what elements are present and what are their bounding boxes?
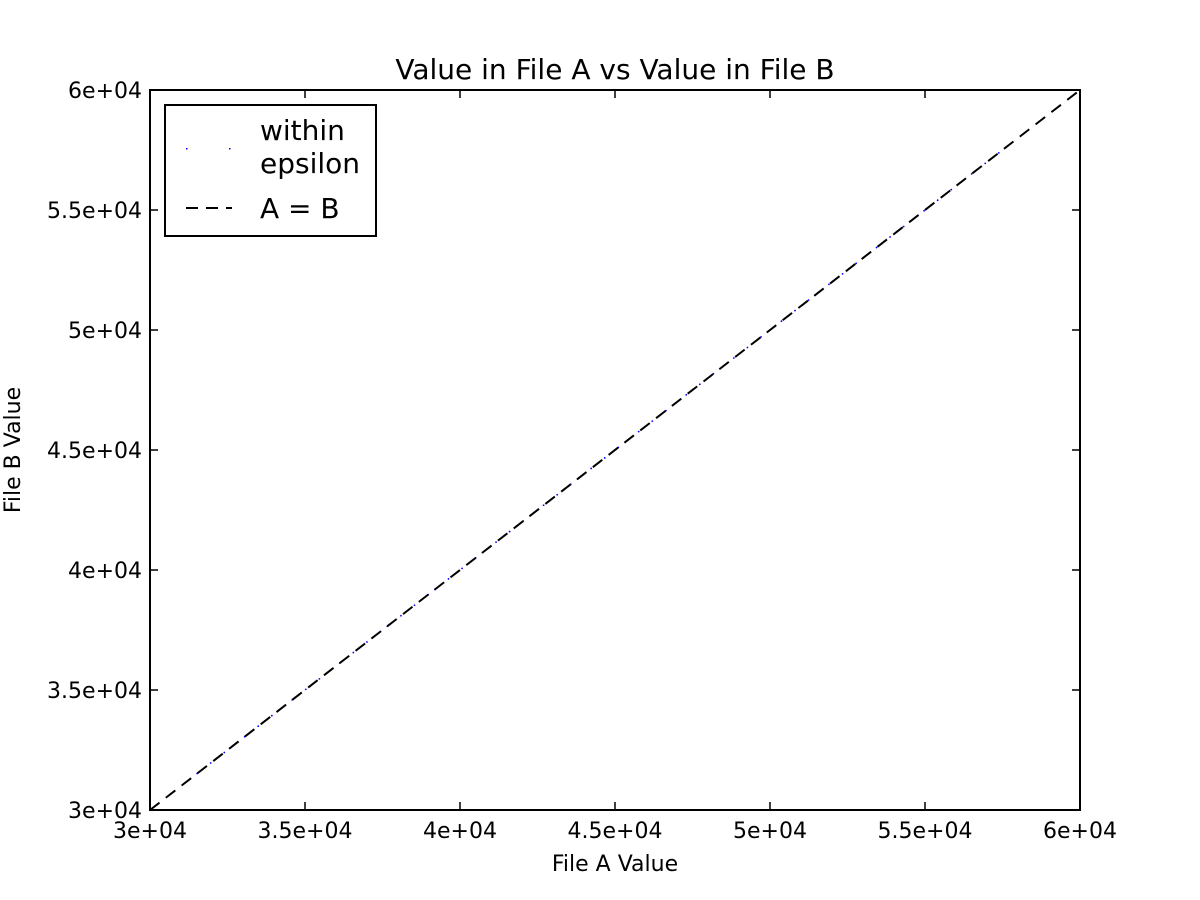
data-point [556, 493, 559, 496]
legend-label-within-epsilon-line1: within [260, 114, 345, 147]
data-point [651, 420, 654, 423]
data-point [447, 578, 450, 580]
x-tick-label: 5.5e+04 [878, 819, 973, 844]
data-point [590, 467, 593, 470]
data-point [855, 262, 858, 265]
data-point [270, 714, 273, 717]
data-point [461, 567, 463, 570]
data-point [732, 357, 735, 359]
y-tick-label: 6e+04 [68, 79, 142, 104]
data-point [495, 541, 497, 543]
y-tick-label: 3e+04 [68, 799, 142, 824]
y-tick-label: 3.5e+04 [47, 679, 142, 704]
x-tick-label: 6e+04 [1043, 819, 1117, 844]
legend-box [164, 104, 377, 237]
data-point [828, 283, 830, 286]
data-point [760, 336, 762, 338]
legend-marker-within-epsilon [186, 148, 231, 150]
chart-title: Value in File A vs Value in File B [395, 53, 834, 86]
data-point [223, 751, 226, 754]
data-point [936, 199, 939, 202]
data-point [257, 725, 260, 728]
axis-ticks: 3e+04 3.5e+04 4e+04 4.5e+04 5e+04 5.5e+04 6e+0… [47, 79, 1117, 844]
y-tick-label: 5.5e+04 [47, 199, 142, 224]
data-point [902, 225, 905, 228]
x-tick-label: 4.5e+04 [568, 819, 663, 844]
x-tick-label: 4e+04 [423, 819, 497, 844]
data-point [950, 188, 953, 191]
data-point [603, 457, 606, 459]
x-tick-label: 5e+04 [733, 819, 807, 844]
series-a-equals-b-line [149, 89, 1081, 811]
plot-area [149, 89, 1081, 811]
y-tick-label: 4e+04 [68, 559, 142, 584]
data-point [400, 614, 402, 617]
data-point [209, 762, 212, 764]
data-point [970, 173, 973, 175]
x-axis-label: File A Value [552, 852, 678, 877]
data-point [413, 604, 416, 607]
y-tick-label: 5e+04 [68, 319, 142, 344]
y-tick-label: 4.5e+04 [47, 439, 142, 464]
legend-label-within-epsilon-line2: epsilon [260, 147, 360, 180]
data-point [807, 299, 810, 302]
data-point [875, 246, 878, 249]
data-point [318, 677, 321, 680]
y-axis-label: File B Value [1, 387, 26, 513]
data-point [923, 209, 925, 212]
data-point [746, 346, 749, 349]
data-point [542, 504, 545, 507]
x-tick-label: 3e+04 [113, 819, 187, 844]
data-point [698, 383, 701, 386]
data-point [304, 688, 307, 691]
legend-label-within-epsilon: within epsilon [260, 114, 360, 180]
data-point [637, 430, 640, 433]
data-point [366, 641, 368, 643]
legend: within epsilon A = B [164, 104, 377, 237]
data-point [508, 530, 511, 533]
data-point [685, 393, 688, 396]
legend-label-a-equals-b: A = B [260, 192, 340, 225]
data-point [352, 651, 355, 654]
data-point [841, 272, 844, 275]
data-point [780, 320, 783, 323]
data-point [889, 236, 891, 238]
x-tick-label: 3.5e+04 [258, 819, 353, 844]
data-point [984, 162, 987, 165]
data-point [997, 151, 1000, 154]
data-point [794, 309, 796, 312]
